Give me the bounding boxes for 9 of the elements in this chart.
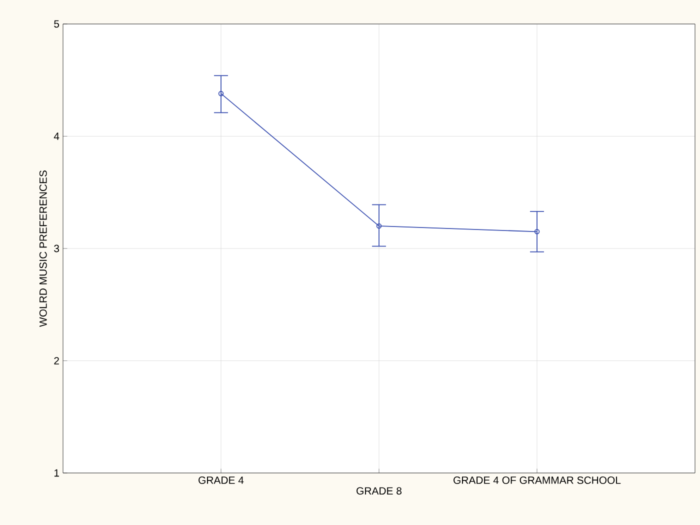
y-tick-label: 4 <box>54 132 60 140</box>
y-axis-title: WOLRD MUSIC PREFERENCES <box>39 170 47 327</box>
x-tick-label: GRADE 4 OF GRAMMAR SCHOOL <box>454 476 621 484</box>
y-tick-label: 5 <box>54 20 60 28</box>
x-tick-label: GRADE 8 <box>356 487 402 495</box>
y-tick-label: 3 <box>54 244 60 252</box>
y-tick-label: 1 <box>54 469 59 477</box>
y-tick-label: 2 <box>54 357 59 364</box>
x-tick-label: GRADE 4 <box>198 476 244 484</box>
